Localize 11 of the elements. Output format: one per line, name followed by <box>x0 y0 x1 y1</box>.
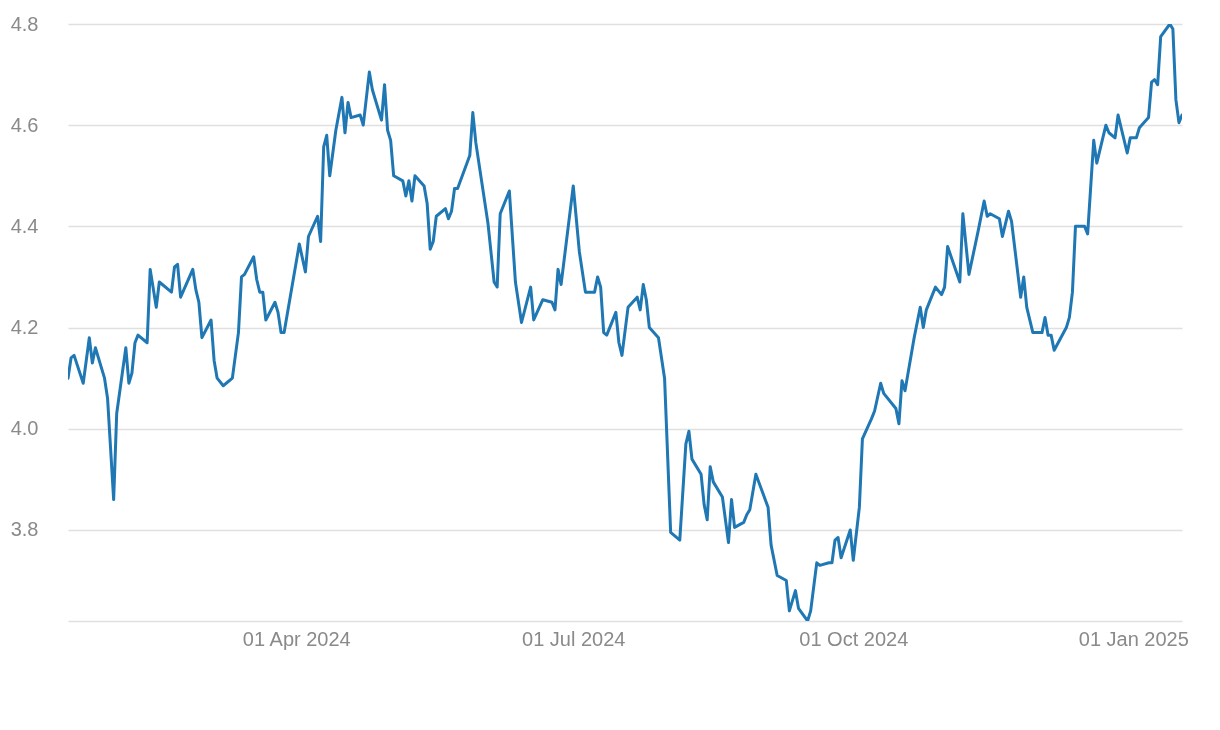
x-tick-label: 01 Jul 2024 <box>522 627 626 650</box>
y-tick-label: 3.8 <box>10 518 39 541</box>
y-tick-label: 4.2 <box>10 316 39 339</box>
line-series <box>68 24 1182 621</box>
x-tick-label: 01 Oct 2024 <box>799 627 909 650</box>
y-tick-label: 4.0 <box>10 417 39 440</box>
x-tick-label: 01 Jan 2025 <box>1078 627 1189 650</box>
x-tick-label: 01 Apr 2024 <box>242 627 351 650</box>
y-tick-label: 4.4 <box>10 214 39 237</box>
y-tick-label: 4.8 <box>10 12 39 35</box>
y-tick-label: 4.6 <box>10 113 39 136</box>
